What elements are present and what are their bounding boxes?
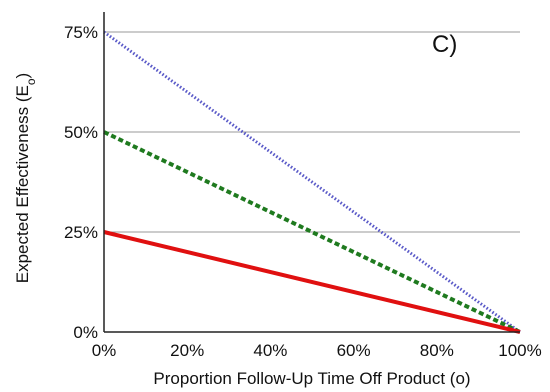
x-tick-label-3: 60%	[337, 341, 371, 360]
y-tick-label-2: 50%	[64, 123, 98, 142]
series-lines	[103, 30, 521, 334]
y-tick-label-0: 0%	[73, 323, 98, 342]
y-axis-label-subscript: o	[24, 78, 38, 85]
series-line-1	[103, 130, 521, 334]
x-tick-label-0: 0%	[92, 341, 117, 360]
axes	[103, 12, 520, 333]
x-tick-label-1: 20%	[170, 341, 204, 360]
y-tick-label-3: 75%	[64, 23, 98, 42]
x-tick-label-2: 40%	[253, 341, 287, 360]
gridlines	[104, 31, 520, 233]
x-tick-label-5: 100%	[498, 341, 541, 360]
y-axis-label: Expected Effectiveness (Eo)	[13, 73, 38, 283]
y-axis-label-close: )	[13, 73, 32, 79]
panel-label: C)	[432, 31, 457, 58]
x-axis-label: Proportion Follow-Up Time Off Product (o…	[153, 369, 470, 388]
tick-labels: 0% 25% 50% 75% 0% 20% 40% 60% 80% 100%	[64, 23, 542, 360]
series-line-0	[103, 30, 521, 334]
y-tick-label-1: 25%	[64, 223, 98, 242]
series-line-2	[103, 230, 521, 334]
y-axis-label-main: Expected Effectiveness (E	[13, 85, 32, 283]
x-tick-label-4: 80%	[420, 341, 454, 360]
